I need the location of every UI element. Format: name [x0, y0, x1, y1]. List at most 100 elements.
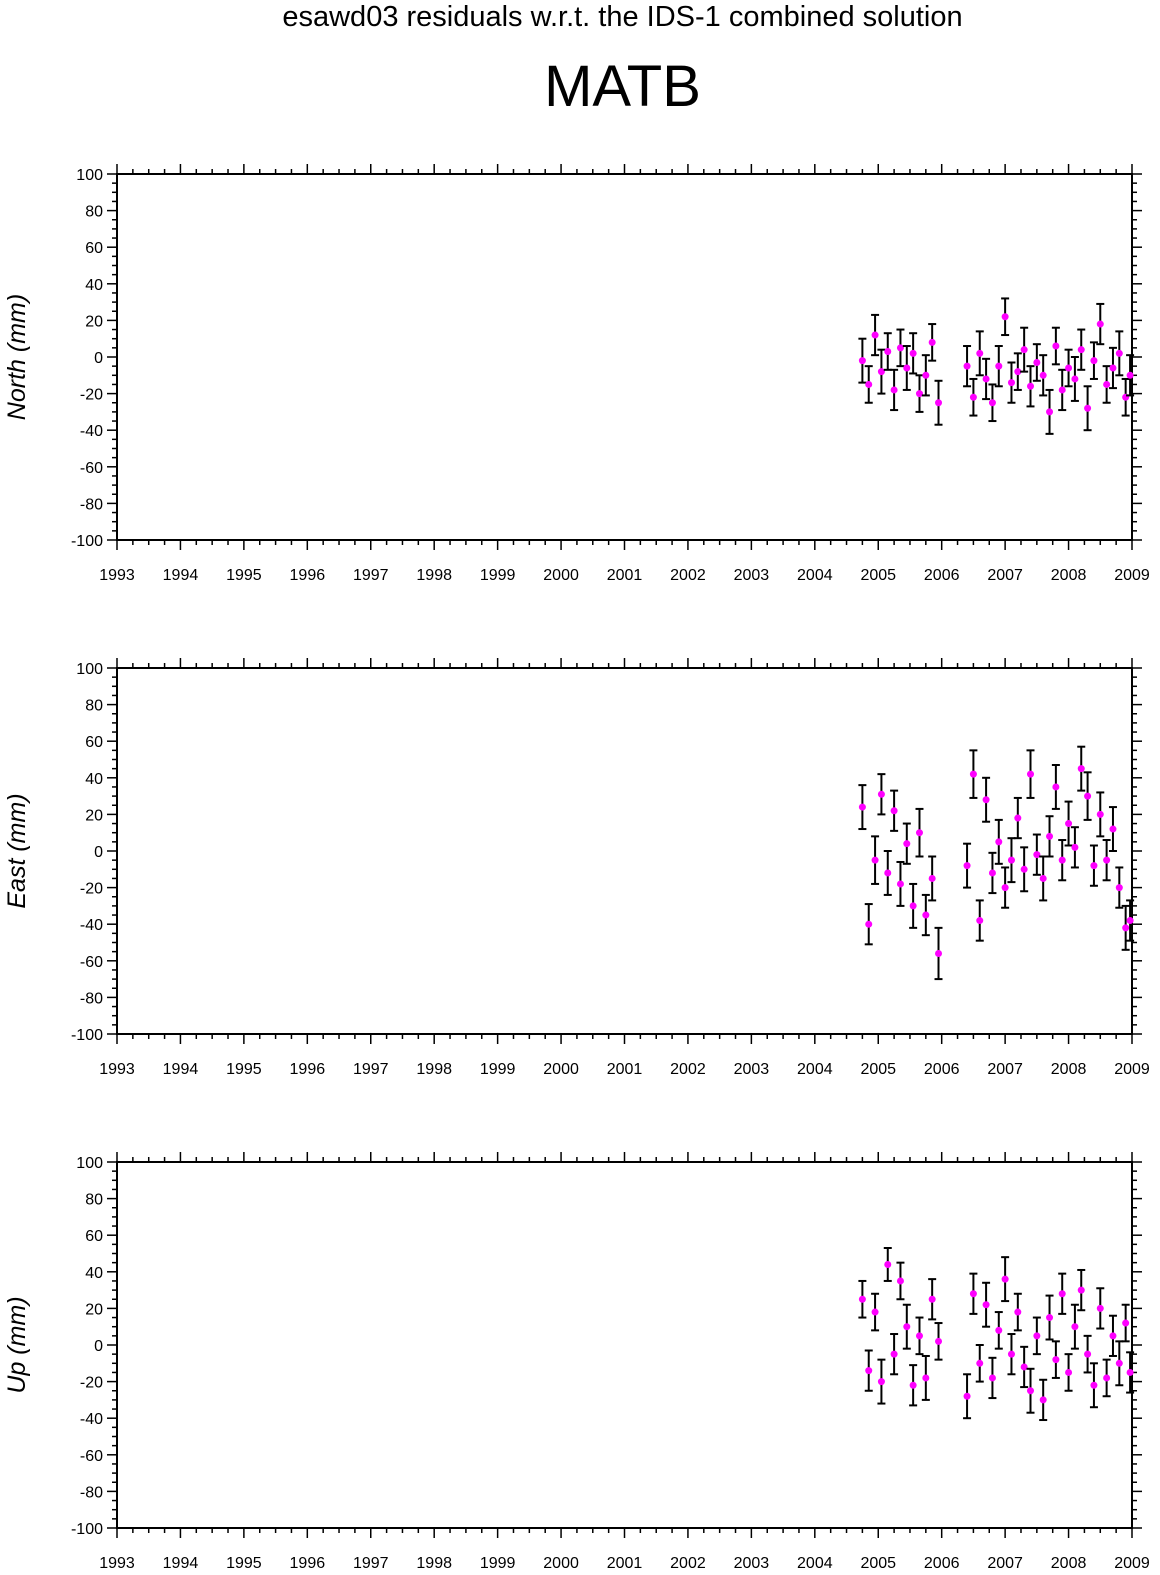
- x-tick-label: 2005: [860, 567, 896, 584]
- data-point: [928, 874, 936, 882]
- data-point: [922, 1374, 930, 1382]
- data-point: [1014, 368, 1022, 376]
- data-point: [1033, 851, 1041, 859]
- data-point: [890, 1350, 898, 1358]
- data-point: [995, 1326, 1003, 1334]
- panel-2: 100 80 60 40 20 0 -20 -40 -60 -80 -100 1993 1994 1995…: [3, 1152, 1150, 1572]
- data-point: [915, 390, 923, 398]
- data-point: [858, 803, 866, 811]
- data-point: [1052, 783, 1060, 791]
- data-point: [1103, 380, 1111, 388]
- data-point: [884, 348, 892, 356]
- data-point: [1096, 1304, 1104, 1312]
- data-point: [1065, 364, 1073, 372]
- chart-subtitle: esawd03 residuals w.r.t. the IDS-1 combi…: [282, 1, 963, 33]
- data-point: [1027, 382, 1034, 390]
- data-point: [871, 1308, 879, 1316]
- x-tick-label: 2009: [1114, 567, 1150, 584]
- data-point: [1039, 1396, 1047, 1404]
- data-point: [976, 349, 984, 357]
- x-tick-label: 2002: [670, 1555, 706, 1572]
- x-tick-label: 2007: [987, 567, 1023, 584]
- data-point: [1077, 346, 1085, 354]
- x-tick-label: 1998: [416, 1061, 452, 1078]
- y-tick-label: -20: [80, 1375, 103, 1392]
- x-tick-label: 1999: [480, 567, 516, 584]
- y-tick-label: -100: [71, 533, 103, 550]
- data-point: [982, 375, 990, 383]
- data-point: [1058, 386, 1066, 394]
- y-tick-label: -80: [80, 990, 103, 1007]
- y-tick-label: 60: [85, 734, 103, 751]
- x-tick-label: 1998: [416, 567, 452, 584]
- y-tick-label: -80: [80, 496, 103, 513]
- x-tick-label: 2002: [670, 1061, 706, 1078]
- data-point: [1103, 1374, 1111, 1382]
- x-tick-label: 2003: [734, 1061, 770, 1078]
- data-point: [915, 1332, 923, 1340]
- x-tick-label: 1999: [480, 1555, 516, 1572]
- data-point: [1065, 1368, 1073, 1376]
- data-point: [963, 862, 971, 870]
- data-point: [877, 790, 885, 798]
- x-tick-label: 1999: [480, 1061, 516, 1078]
- data-point: [877, 368, 885, 376]
- data-point: [890, 807, 898, 815]
- y-tick-label: -20: [80, 387, 103, 404]
- y-tick-label: 80: [85, 204, 103, 221]
- y-tick-label: -100: [71, 1521, 103, 1538]
- x-tick-label: 1993: [99, 567, 135, 584]
- data-point: [1115, 349, 1123, 357]
- x-tick-label: 2000: [543, 1061, 579, 1078]
- x-tick-label: 2003: [734, 567, 770, 584]
- y-tick-label: -20: [80, 881, 103, 898]
- data-point: [1115, 884, 1123, 892]
- data-point: [884, 1260, 892, 1268]
- y-tick-label: 20: [85, 313, 103, 330]
- x-tick-label: 2002: [670, 567, 706, 584]
- y-tick-label: -100: [71, 1027, 103, 1044]
- y-tick-label: -40: [80, 1411, 103, 1428]
- data-point: [865, 1367, 873, 1375]
- data-point: [1046, 832, 1054, 840]
- x-tick-label: 2006: [924, 1555, 960, 1572]
- x-tick-label: 2001: [607, 1061, 643, 1078]
- x-tick-label: 2005: [860, 1555, 896, 1572]
- y-tick-label: 40: [85, 1265, 103, 1282]
- plot-frame: [116, 667, 1133, 1035]
- data-point: [1020, 346, 1028, 354]
- data-point: [935, 1337, 943, 1345]
- data-point: [1065, 820, 1073, 828]
- x-tick-label: 2000: [543, 567, 579, 584]
- data-point: [988, 869, 996, 877]
- y-tick-label: 100: [76, 1155, 103, 1172]
- x-tick-label: 2007: [987, 1555, 1023, 1572]
- data-point: [903, 840, 911, 848]
- x-tick-label: 1996: [290, 1061, 326, 1078]
- y-tick-label: 80: [85, 698, 103, 715]
- y-axis-label: East (mm): [3, 793, 31, 908]
- data-point: [896, 880, 904, 888]
- data-point: [1027, 1387, 1034, 1395]
- data-point: [1103, 856, 1111, 864]
- data-point: [1122, 1319, 1130, 1327]
- data-point: [922, 911, 930, 919]
- y-tick-label: 60: [85, 1228, 103, 1245]
- x-tick-label: 1995: [226, 1555, 262, 1572]
- data-point: [1109, 1332, 1117, 1340]
- data-point: [1077, 765, 1085, 773]
- y-tick-label: 0: [94, 350, 103, 367]
- x-tick-label: 1994: [163, 1061, 199, 1078]
- y-tick-label: -60: [80, 954, 103, 971]
- data-point: [1001, 313, 1009, 321]
- data-point: [976, 917, 984, 925]
- x-tick-label: 1993: [99, 1555, 135, 1572]
- data-point: [995, 838, 1003, 846]
- x-tick-label: 2004: [797, 1555, 833, 1572]
- data-point: [988, 399, 996, 407]
- data-point: [1039, 371, 1047, 379]
- y-tick-label: 100: [76, 661, 103, 678]
- data-point: [1096, 320, 1104, 328]
- data-point: [982, 796, 990, 804]
- data-point: [922, 371, 930, 379]
